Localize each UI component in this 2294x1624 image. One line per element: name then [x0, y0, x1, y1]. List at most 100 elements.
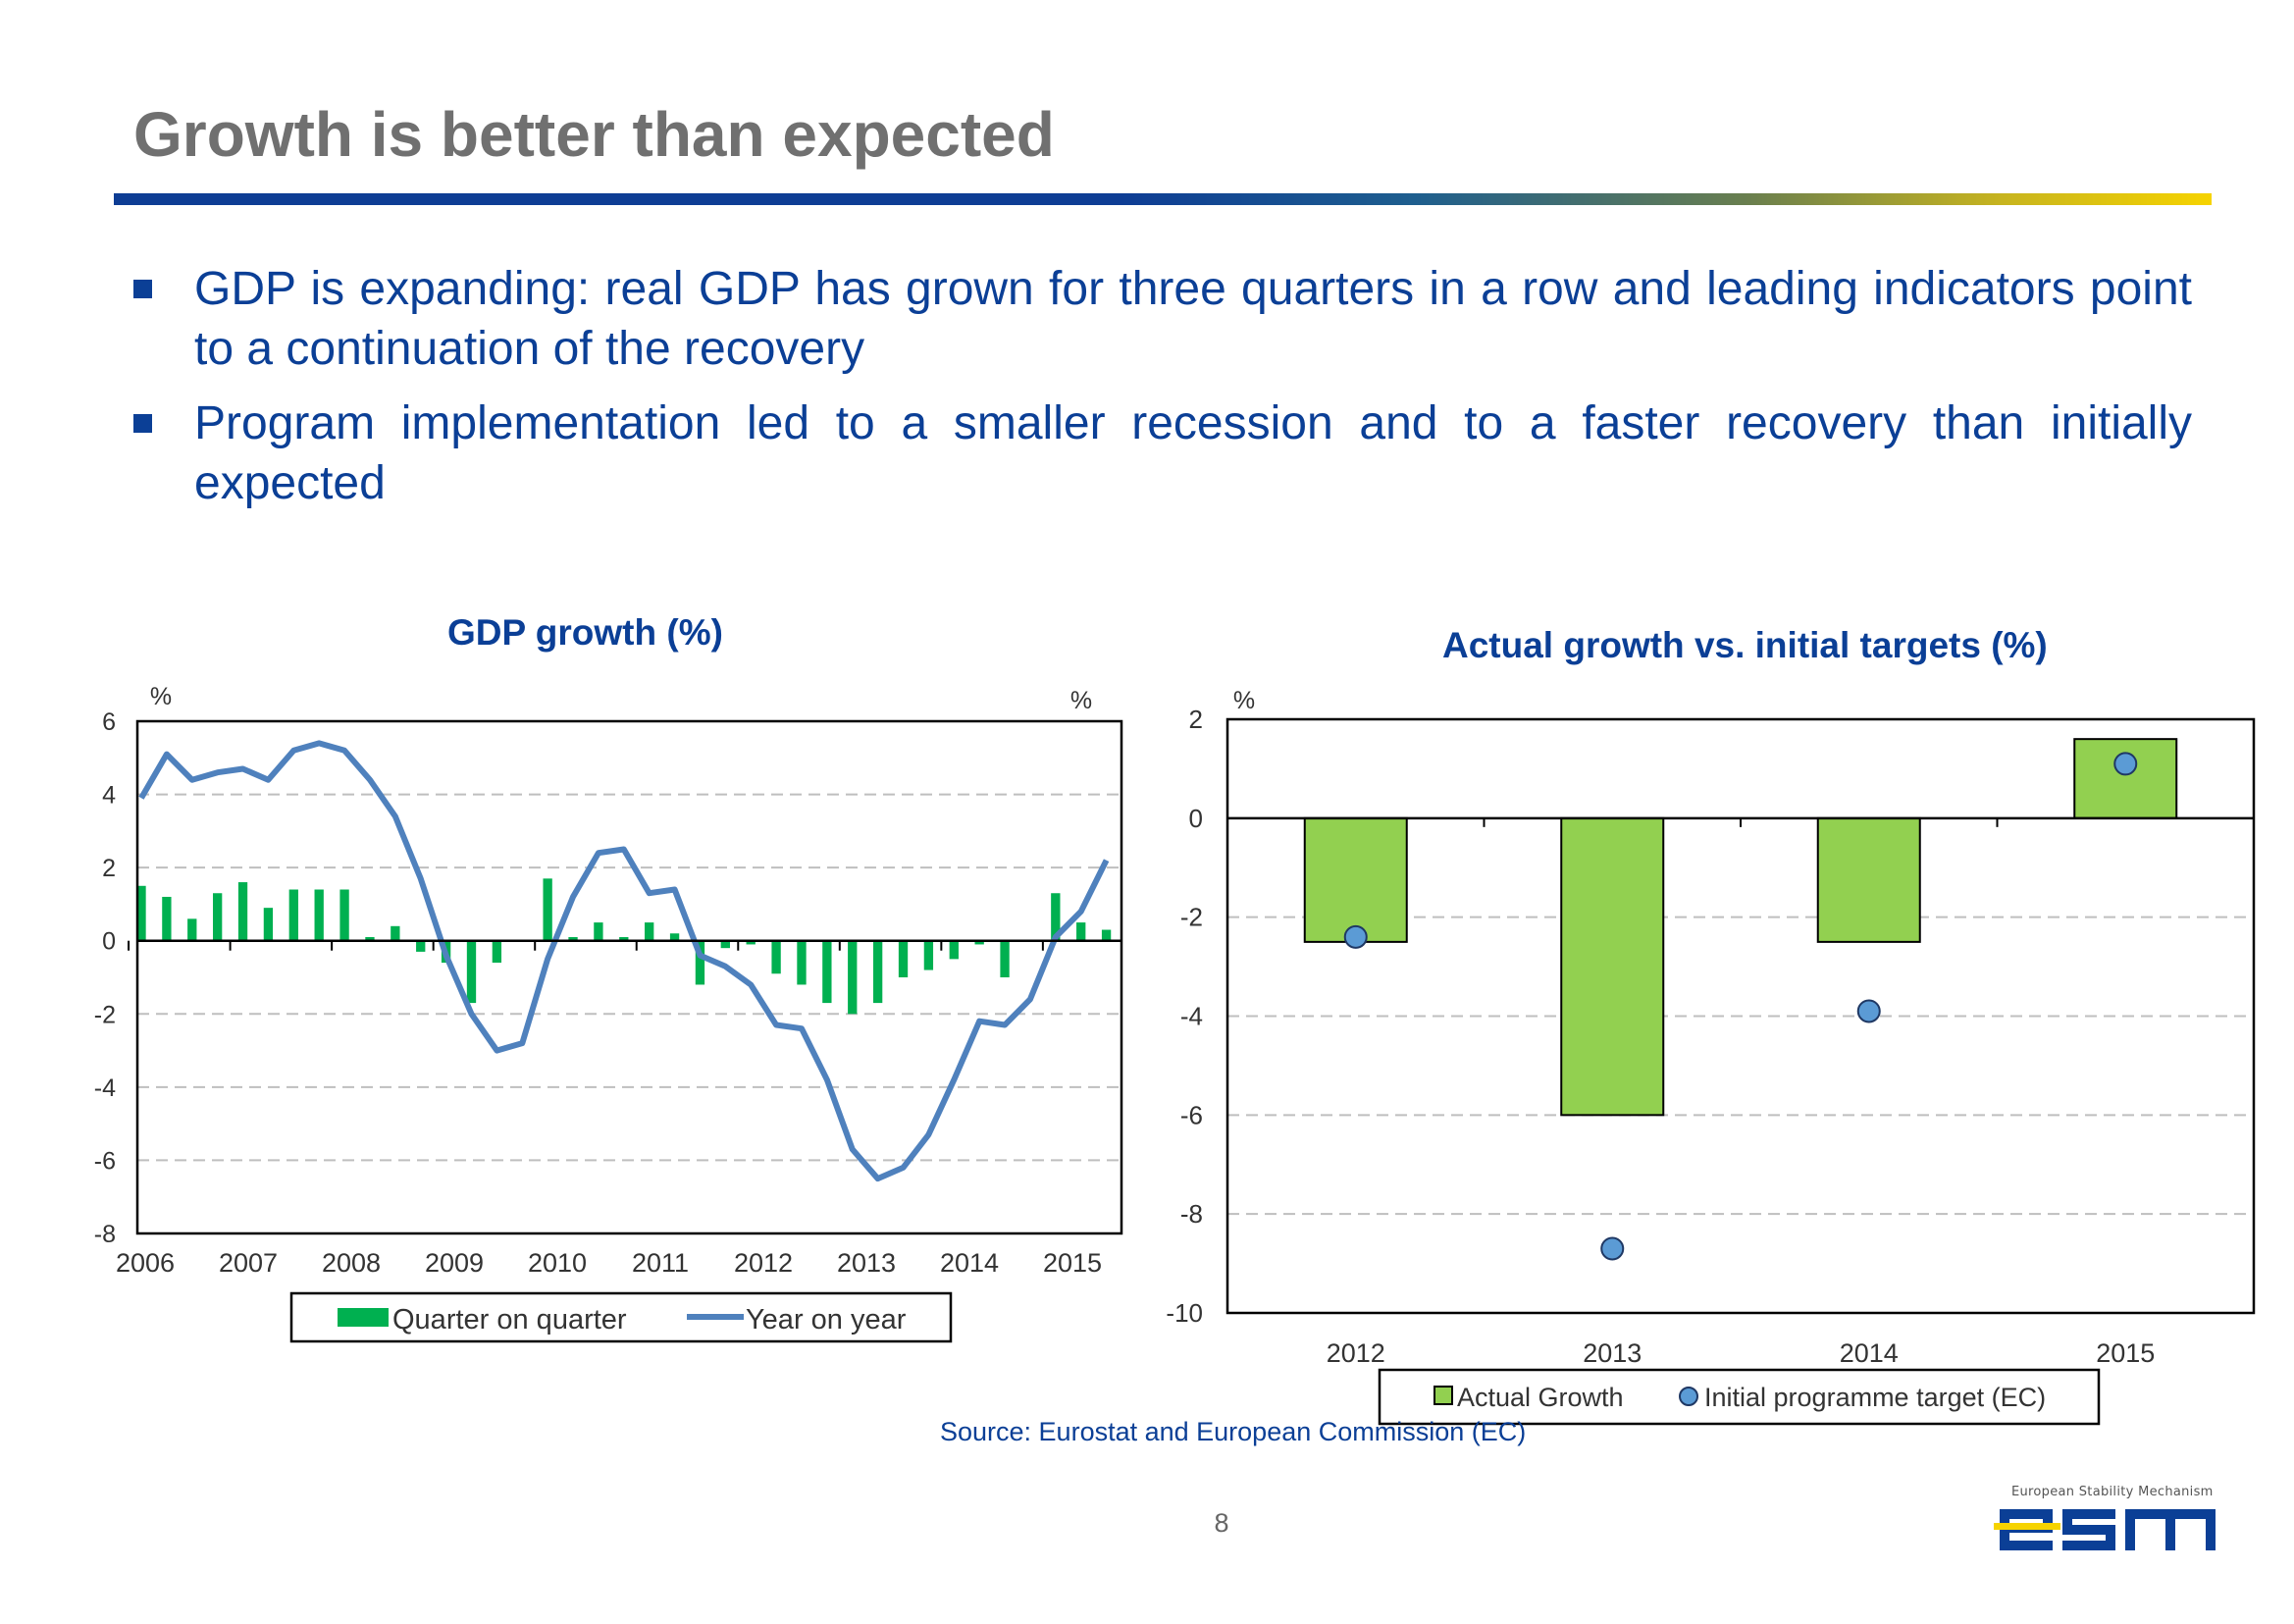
qoq-bar	[746, 940, 756, 945]
qoq-bar	[365, 936, 375, 941]
title-divider	[114, 193, 2212, 205]
qoq-bar	[695, 940, 705, 985]
qoq-bar	[669, 933, 680, 941]
qoq-bar	[339, 889, 349, 941]
esm-logo	[1994, 1509, 2216, 1550]
legend-box	[289, 1291, 953, 1343]
plot-frame	[135, 719, 1123, 1235]
x-tick-label: 2015	[2096, 1338, 2155, 1368]
x-tick-label: 2013	[1583, 1338, 1642, 1368]
target-marker	[1600, 1236, 1625, 1261]
qoq-bar	[517, 940, 527, 942]
legend-label-actual: Actual Growth	[1457, 1383, 1624, 1412]
qoq-bar	[1101, 929, 1112, 941]
legend-label-target: Initial programme target (EC)	[1704, 1383, 2046, 1412]
logo-caption: European Stability Mechanism	[2011, 1485, 2214, 1499]
actual-growth-bar	[1303, 816, 1408, 943]
y-unit: %	[1233, 687, 1255, 714]
legend-label-yoy: Year on year	[746, 1304, 907, 1336]
qoq-bar	[949, 940, 959, 960]
chart-title-gdp-growth: GDP growth (%)	[447, 612, 723, 653]
y-unit-right: %	[1070, 687, 1092, 714]
page-title: Growth is better than expected	[133, 99, 1055, 170]
qoq-bar	[288, 889, 298, 941]
qoq-bar	[237, 882, 248, 941]
x-tick-label: 2012	[734, 1248, 793, 1278]
qoq-bar	[619, 936, 629, 941]
square-bullet-icon	[133, 414, 152, 433]
legend-label-qoq: Quarter on quarter	[392, 1304, 627, 1336]
qoq-bar	[1051, 893, 1061, 941]
qoq-bar	[872, 940, 883, 1004]
y-tick-label: 4	[102, 782, 116, 810]
actual-growth-bar	[1560, 816, 1665, 1117]
x-tick-label: 2009	[425, 1248, 484, 1278]
square-bullet-icon	[133, 280, 152, 298]
y-tick-label: -4	[94, 1074, 116, 1102]
qoq-bar	[492, 940, 502, 964]
y-tick-label: -4	[1180, 1002, 1203, 1031]
target-marker	[2113, 752, 2138, 776]
chart-title-actual-vs-target: Actual growth vs. initial targets (%)	[1442, 625, 2048, 665]
legend-box	[1378, 1368, 2101, 1426]
y-tick-label: -8	[1180, 1199, 1203, 1229]
qoq-bar	[848, 940, 858, 1015]
legend-swatch-target	[1679, 1387, 1698, 1406]
y-tick-label: -6	[1180, 1100, 1203, 1129]
y-tick-label: 2	[1189, 705, 1203, 734]
bullet-item: Program implementation led to a smaller …	[133, 393, 2194, 521]
qoq-bar	[391, 925, 400, 941]
qoq-bar	[441, 940, 451, 964]
bullet-text: Program implementation led to a smaller …	[194, 397, 2192, 509]
qoq-bar	[720, 940, 730, 949]
target-marker	[1343, 924, 1368, 949]
y-tick-label: 6	[102, 708, 116, 736]
x-tick-label: 2007	[219, 1248, 278, 1278]
y-tick-label: 2	[102, 855, 116, 882]
qoq-bar	[543, 878, 552, 941]
qoq-bar	[974, 940, 984, 945]
qoq-bar	[162, 896, 172, 941]
qoq-bar	[136, 885, 146, 941]
x-tick-label: 2014	[1840, 1338, 1899, 1368]
qoq-bar	[416, 940, 426, 952]
yoy-line	[138, 740, 1110, 1182]
y-tick-label: -8	[94, 1221, 116, 1248]
x-tick-label: 2008	[322, 1248, 381, 1278]
qoq-bar	[314, 889, 324, 941]
actual-growth-bar	[2073, 738, 2178, 819]
y-tick-label: -2	[94, 1001, 116, 1028]
x-tick-label: 2013	[837, 1248, 896, 1278]
source-note: Source: Eurostat and European Commission…	[940, 1417, 1527, 1446]
y-tick-label: 0	[1189, 804, 1203, 833]
x-tick-label: 2010	[528, 1248, 587, 1278]
page-number: 8	[1214, 1508, 1229, 1538]
y-unit-left: %	[150, 683, 172, 710]
x-tick-label: 2006	[116, 1248, 175, 1278]
qoq-bar	[645, 922, 654, 941]
x-tick-label: 2012	[1327, 1338, 1385, 1368]
plot-frame	[1225, 717, 2256, 1315]
qoq-bar	[923, 940, 934, 970]
y-tick-label: -6	[94, 1147, 116, 1175]
legend-swatch-qoq	[338, 1308, 389, 1327]
bullet-text: GDP is expanding: real GDP has grown for…	[194, 263, 2192, 375]
qoq-bar	[466, 940, 477, 1004]
qoq-bar	[263, 908, 274, 941]
qoq-bar	[568, 936, 578, 941]
qoq-bar	[594, 922, 603, 941]
qoq-bar	[771, 940, 781, 974]
qoq-bar	[1076, 922, 1086, 941]
qoq-bar	[898, 940, 909, 977]
y-tick-label: -10	[1166, 1298, 1203, 1328]
x-tick-label: 2015	[1043, 1248, 1102, 1278]
qoq-bar	[822, 940, 832, 1004]
qoq-bar	[797, 940, 807, 985]
qoq-bar	[212, 893, 223, 941]
y-tick-label: 0	[102, 928, 116, 956]
target-marker	[1856, 999, 1881, 1023]
actual-growth-bar	[1816, 816, 1921, 943]
legend-swatch-actual	[1434, 1386, 1453, 1405]
